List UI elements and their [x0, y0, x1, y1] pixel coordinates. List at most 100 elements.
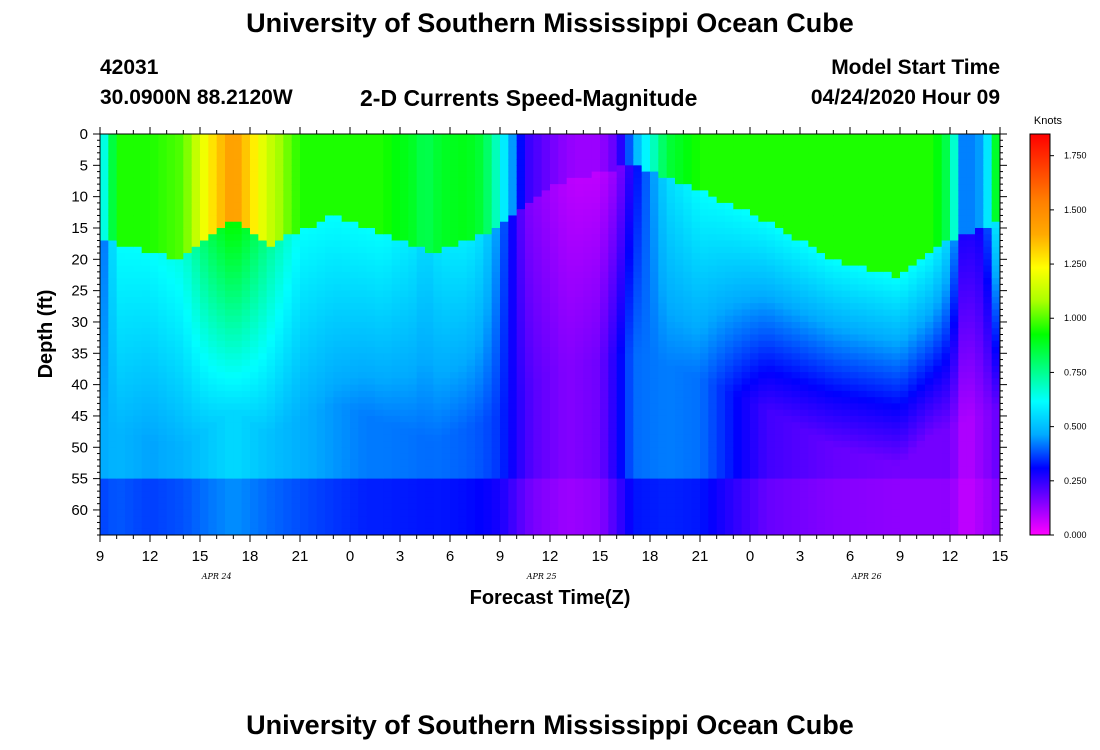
heatmap-cell	[183, 278, 193, 285]
heatmap-cell	[716, 472, 726, 480]
heatmap-cell	[541, 415, 551, 423]
heatmap-cell	[158, 403, 168, 411]
heatmap-cell	[708, 296, 718, 304]
heatmap-cell	[266, 202, 276, 210]
heatmap-cell	[391, 422, 401, 430]
heatmap-cell	[650, 428, 659, 436]
heatmap-cell	[283, 159, 293, 166]
heatmap-cell	[233, 271, 243, 279]
heatmap-cell	[575, 372, 584, 379]
heatmap-cell	[533, 478, 543, 486]
heatmap-cell	[608, 321, 618, 329]
heatmap-cell	[291, 415, 301, 423]
heatmap-cell	[333, 152, 343, 160]
heatmap-cell	[241, 409, 251, 417]
heatmap-cell	[533, 171, 543, 179]
heatmap-cell	[208, 340, 218, 348]
heatmap-cell	[641, 384, 651, 392]
heatmap-cell	[450, 246, 459, 254]
heatmap-cell	[466, 221, 476, 229]
heatmap-cell	[675, 453, 684, 461]
heatmap-cell	[325, 240, 334, 248]
heatmap-cell	[375, 271, 384, 279]
heatmap-cell	[200, 284, 209, 292]
heatmap-cell	[250, 290, 259, 298]
heatmap-cell	[400, 347, 409, 354]
heatmap-cell	[241, 265, 251, 273]
heatmap-cell	[591, 334, 601, 342]
heatmap-cell	[516, 403, 526, 411]
heatmap-cell	[600, 372, 609, 379]
heatmap-cell	[291, 296, 301, 304]
heatmap-cell	[566, 246, 576, 254]
heatmap-cell	[250, 484, 259, 492]
heatmap-cell	[275, 340, 284, 348]
heatmap-cell	[108, 240, 118, 248]
heatmap-cell	[366, 177, 376, 185]
heatmap-cell	[583, 347, 593, 354]
heatmap-cell	[333, 140, 343, 148]
heatmap-cell	[500, 478, 509, 486]
heatmap-cell	[100, 397, 109, 405]
heatmap-cell	[675, 290, 684, 298]
heatmap-cell	[366, 271, 376, 279]
heatmap-cell	[341, 441, 351, 448]
heatmap-cell	[100, 516, 109, 524]
heatmap-cell	[125, 359, 134, 367]
heatmap-cell	[350, 202, 359, 210]
heatmap-cell	[575, 309, 584, 317]
heatmap-cell	[525, 227, 534, 235]
heatmap-cell	[683, 321, 693, 329]
heatmap-cell	[225, 384, 234, 392]
heatmap-cell	[425, 409, 434, 417]
heatmap-cell	[691, 303, 701, 311]
heatmap-cell	[208, 403, 218, 411]
heatmap-cell	[550, 484, 559, 492]
heatmap-cell	[100, 415, 109, 423]
heatmap-cell	[525, 265, 534, 273]
heatmap-cell	[458, 340, 468, 348]
heatmap-cell	[725, 190, 734, 198]
heatmap-cell	[416, 409, 426, 417]
heatmap-cell	[475, 315, 484, 323]
heatmap-cell	[375, 478, 384, 486]
heatmap-cell	[683, 290, 693, 298]
heatmap-cell	[725, 365, 734, 373]
heatmap-cell	[100, 271, 109, 279]
heatmap-cell	[558, 196, 568, 204]
heatmap-cell	[116, 522, 126, 530]
heatmap-cell	[491, 347, 501, 354]
heatmap-cell	[183, 271, 193, 279]
heatmap-cell	[208, 177, 218, 185]
heatmap-cell	[625, 290, 634, 298]
heatmap-cell	[258, 403, 268, 411]
heatmap-cell	[425, 196, 434, 204]
heatmap-cell	[191, 365, 201, 373]
heatmap-cell	[491, 196, 501, 204]
heatmap-cell	[641, 221, 651, 229]
heatmap-cell	[350, 516, 359, 524]
heatmap-cell	[500, 522, 509, 530]
heatmap-cell	[566, 478, 576, 486]
heatmap-cell	[358, 134, 368, 141]
heatmap-cell	[641, 271, 651, 279]
heatmap-cell	[500, 146, 509, 154]
heatmap-cell	[616, 434, 626, 442]
heatmap-cell	[616, 202, 626, 210]
heatmap-cell	[341, 509, 351, 517]
heatmap-cell	[175, 441, 184, 448]
heatmap-cell	[358, 472, 368, 480]
heatmap-cell	[133, 409, 143, 417]
heatmap-cell	[433, 353, 443, 361]
heatmap-cell	[716, 516, 726, 524]
heatmap-cell	[650, 340, 659, 348]
heatmap-cell	[425, 140, 434, 148]
heatmap-cell	[191, 234, 201, 242]
heatmap-cell	[166, 372, 176, 379]
heatmap-cell	[675, 497, 684, 505]
heatmap-cell	[491, 409, 501, 417]
heatmap-cell	[216, 372, 226, 379]
heatmap-cell	[733, 353, 743, 361]
heatmap-cell	[558, 378, 568, 386]
heatmap-cell	[266, 509, 276, 517]
